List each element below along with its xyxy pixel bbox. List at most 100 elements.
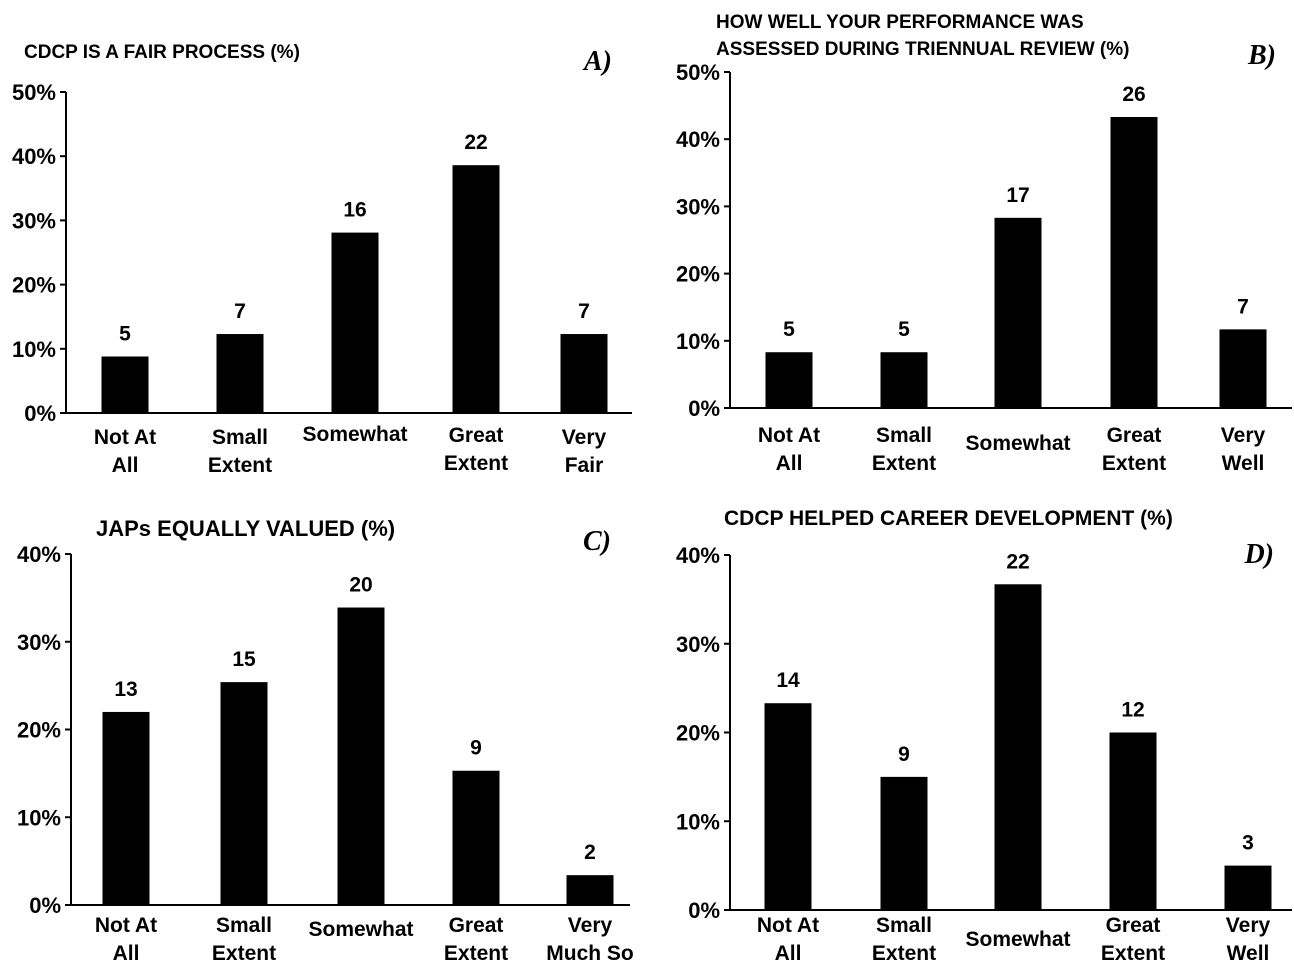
y-tick-label: 0% <box>24 401 56 426</box>
y-tick-label: 10% <box>676 329 720 354</box>
category-label: Extent <box>872 942 936 964</box>
category-label: Not At <box>757 914 819 937</box>
category-label: Very <box>568 914 613 937</box>
bar-count-label: 9 <box>898 743 910 766</box>
panel-letter: C) <box>583 526 611 557</box>
y-tick-label: 40% <box>12 144 56 169</box>
category-label: Extent <box>208 454 272 477</box>
category-label: Not At <box>758 424 820 447</box>
bar <box>765 352 813 408</box>
y-tick-label: 0% <box>688 898 720 923</box>
category-label: Not At <box>94 426 156 449</box>
bar <box>1224 865 1272 910</box>
bar <box>220 682 268 905</box>
bar <box>331 232 379 413</box>
panel-letter: D) <box>1243 539 1274 570</box>
category-label: Small <box>212 426 268 449</box>
category-label: Small <box>876 424 932 447</box>
y-tick-label: 30% <box>676 194 720 219</box>
bar-count-label: 15 <box>232 648 256 671</box>
y-tick-label: 40% <box>676 127 720 152</box>
category-label: Extent <box>444 942 508 964</box>
bar <box>764 703 812 910</box>
chart-panel-c: JAPs EQUALLY VALUED (%) C) 0% 10% 20% 30% 40% 1… <box>17 516 634 964</box>
bar <box>216 334 264 413</box>
y-tick-label: 10% <box>17 805 61 830</box>
bar-count-label: 7 <box>234 300 246 323</box>
panel-letter: A) <box>582 46 612 77</box>
category-label: All <box>113 942 140 964</box>
category-label: All <box>776 452 803 475</box>
bar-count-label: 16 <box>343 199 366 222</box>
y-tick-label: 10% <box>676 809 720 834</box>
chart-panel-b: HOW WELL YOUR PERFORMANCE WAS ASSESSED DU… <box>676 12 1292 475</box>
chart-title-line: CDCP HELPED CAREER DEVELOPMENT (%) <box>724 507 1173 530</box>
bar <box>101 356 149 413</box>
y-tick-label: 20% <box>676 262 720 287</box>
category-label: All <box>112 454 139 477</box>
bar <box>102 711 150 905</box>
bar-count-label: 13 <box>114 678 137 701</box>
category-label: Small <box>876 914 932 937</box>
bar-count-label: 14 <box>776 669 800 692</box>
bar <box>994 584 1042 910</box>
bar-count-label: 5 <box>783 318 795 341</box>
category-label: Great <box>1107 424 1162 447</box>
bar-count-label: 20 <box>349 574 372 597</box>
bar <box>880 352 928 408</box>
bar <box>566 875 614 905</box>
y-tick-label: 40% <box>676 543 720 568</box>
category-label: Not At <box>95 914 157 937</box>
category-label: Much So <box>546 942 634 964</box>
category-label: Extent <box>1101 942 1165 964</box>
bar-count-label: 22 <box>464 131 487 154</box>
y-tick-label: 20% <box>676 721 720 746</box>
bar <box>452 770 500 905</box>
category-label: Great <box>1106 914 1161 937</box>
bar-count-label: 2 <box>584 841 596 864</box>
category-label: Very <box>1221 424 1266 447</box>
chart-panel-d: CDCP HELPED CAREER DEVELOPMENT (%) D) 0% 10… <box>676 507 1292 964</box>
bar-count-label: 22 <box>1006 550 1029 573</box>
bar <box>1219 329 1267 408</box>
bar <box>994 217 1042 408</box>
y-tick-label: 0% <box>688 396 720 421</box>
category-label: All <box>775 942 802 964</box>
bar-count-label: 5 <box>119 323 131 346</box>
y-tick-label: 10% <box>12 337 56 362</box>
category-label: Very <box>1226 914 1271 937</box>
category-label: Somewhat <box>965 928 1070 951</box>
category-label: Extent <box>872 452 936 475</box>
category-label: Extent <box>212 942 276 964</box>
bar-count-label: 26 <box>1122 83 1145 106</box>
category-label: Somewhat <box>302 423 407 446</box>
category-label: Extent <box>1102 452 1166 475</box>
y-tick-label: 50% <box>12 80 56 105</box>
category-label: Great <box>449 914 504 937</box>
chart-title-line: JAPs EQUALLY VALUED (%) <box>96 516 395 541</box>
chart-title-line: HOW WELL YOUR PERFORMANCE WAS <box>716 12 1084 33</box>
bar <box>1110 117 1158 409</box>
category-label: Fair <box>565 454 604 477</box>
chart-title-line: ASSESSED DURING TRIENNUAL REVIEW (%) <box>716 39 1129 60</box>
y-tick-label: 40% <box>17 542 61 567</box>
category-label: Well <box>1227 942 1270 964</box>
bar-count-label: 5 <box>898 318 910 341</box>
y-tick-label: 20% <box>12 273 56 298</box>
bar <box>1109 732 1157 910</box>
chart-title-line: CDCP IS A FAIR PROCESS (%) <box>24 42 300 63</box>
y-tick-label: 30% <box>676 632 720 657</box>
category-label: Extent <box>444 452 508 475</box>
bar <box>452 165 500 413</box>
bar-count-label: 9 <box>470 737 482 760</box>
y-tick-label: 0% <box>29 893 61 918</box>
y-tick-label: 50% <box>676 60 720 85</box>
bar-count-label: 17 <box>1006 184 1029 207</box>
bar <box>560 334 608 413</box>
y-tick-label: 30% <box>12 208 56 233</box>
bar-count-label: 7 <box>1237 295 1249 318</box>
category-label: Well <box>1222 452 1265 475</box>
bar-count-label: 3 <box>1242 832 1254 855</box>
panel-letter: B) <box>1247 40 1276 71</box>
